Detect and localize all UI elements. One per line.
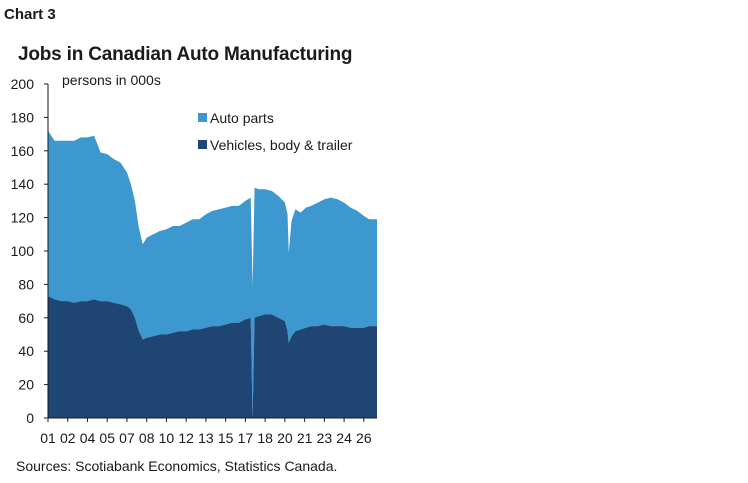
- y-tick-label: 140: [11, 176, 35, 192]
- x-tick-label: 12: [178, 430, 194, 446]
- y-tick-label: 100: [11, 243, 35, 259]
- area-layer: [48, 130, 377, 419]
- y-tick-label: 120: [11, 210, 35, 226]
- legend-label-auto-parts: Auto parts: [210, 110, 274, 126]
- x-tick-label: 26: [356, 430, 372, 446]
- series-area-auto-parts: [48, 130, 377, 419]
- chart-title: Jobs in Canadian Auto Manufacturing: [18, 44, 353, 65]
- y-tick-label: 0: [26, 410, 34, 426]
- y-tick-label: 80: [18, 276, 34, 292]
- legend-label-vehicles: Vehicles, body & trailer: [210, 137, 353, 153]
- x-tick-label: 01: [40, 430, 56, 446]
- x-tick-label: 24: [336, 430, 352, 446]
- x-tick-label: 05: [99, 430, 115, 446]
- y-tick-label: 40: [18, 343, 34, 359]
- y-tick-label: 180: [11, 109, 35, 125]
- series-area-vehicles: [48, 296, 377, 418]
- x-tick-label: 20: [277, 430, 293, 446]
- x-tick-label: 13: [198, 430, 214, 446]
- legend: Auto parts Vehicles, body & trailer: [198, 110, 353, 153]
- y-tick-label: 200: [11, 76, 35, 92]
- x-tick-label: 10: [159, 430, 175, 446]
- y-tick-label: 20: [18, 377, 34, 393]
- x-tick-label: 23: [317, 430, 333, 446]
- x-tick-label: 02: [60, 430, 76, 446]
- x-tick-label: 07: [119, 430, 135, 446]
- y-tick-label: 160: [11, 143, 35, 159]
- x-tick-label: 04: [80, 430, 96, 446]
- y-axis: 0 20 40 60 80 100 120 140 160 180 200: [11, 76, 49, 426]
- x-tick-label: 15: [218, 430, 234, 446]
- x-tick-label: 08: [139, 430, 155, 446]
- x-tick-label: 21: [297, 430, 313, 446]
- sources-note: Sources: Scotiabank Economics, Statistic…: [16, 458, 338, 474]
- x-axis: 01 02 04 05 07 08 10 12 13 15 17 18 20 21 23 24 26: [40, 417, 377, 446]
- x-tick-label: 17: [238, 430, 254, 446]
- legend-swatch-vehicles: [198, 140, 207, 149]
- x-tick-label: 18: [257, 430, 273, 446]
- y-axis-unit-label: persons in 000s: [62, 72, 161, 88]
- chart-number: Chart 3: [4, 6, 56, 23]
- y-tick-label: 60: [18, 310, 34, 326]
- legend-swatch-auto-parts: [198, 113, 207, 122]
